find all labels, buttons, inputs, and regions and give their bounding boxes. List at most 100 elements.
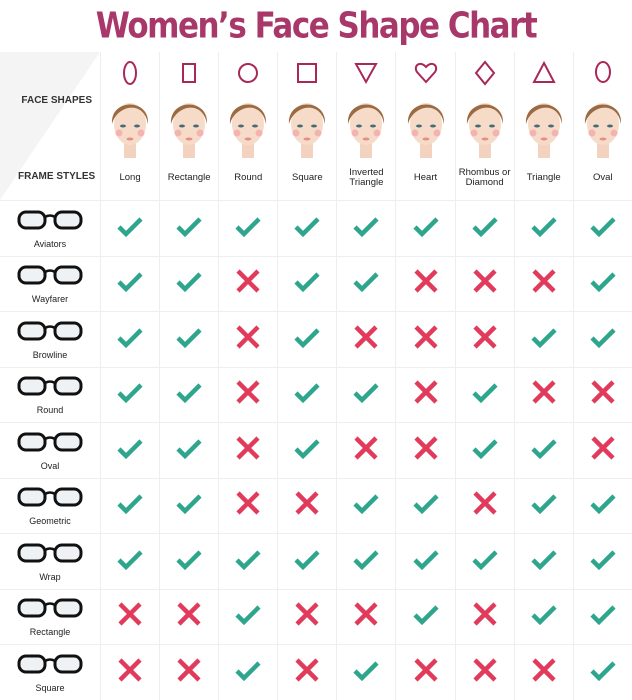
table-cell bbox=[100, 588, 160, 644]
table-cell bbox=[395, 255, 455, 311]
heart-icon bbox=[414, 56, 438, 90]
table-cell bbox=[513, 533, 573, 589]
cross-icon bbox=[412, 656, 440, 689]
face-shape-header-rhombus-or-diamond: Rhombus or Diamond bbox=[454, 52, 514, 200]
frame-style-oval: Oval bbox=[0, 422, 100, 478]
check-icon bbox=[530, 491, 558, 520]
frame-style-round: Round bbox=[0, 366, 100, 423]
check-icon bbox=[116, 380, 144, 409]
table-cell bbox=[159, 477, 219, 533]
oval-icon bbox=[591, 56, 615, 90]
table-cell bbox=[572, 477, 632, 533]
table-cell bbox=[454, 366, 514, 422]
check-icon bbox=[412, 214, 440, 243]
check-icon bbox=[471, 214, 499, 243]
check-icon bbox=[530, 436, 558, 465]
cross-icon bbox=[471, 600, 499, 633]
check-icon bbox=[293, 436, 321, 465]
table-cell bbox=[159, 255, 219, 311]
table-cell bbox=[336, 255, 396, 311]
cross-icon bbox=[293, 656, 321, 689]
table-cell bbox=[454, 533, 514, 589]
check-icon bbox=[234, 602, 262, 631]
table-cell bbox=[218, 255, 278, 311]
face-illustration bbox=[161, 90, 217, 162]
cross-icon bbox=[175, 656, 203, 689]
cross-icon bbox=[352, 434, 380, 467]
cross-icon bbox=[116, 656, 144, 689]
cross-icon bbox=[589, 434, 617, 467]
table-cell bbox=[572, 366, 632, 422]
cross-icon bbox=[471, 323, 499, 356]
cross-icon bbox=[234, 267, 262, 300]
check-icon bbox=[530, 547, 558, 576]
table-cell bbox=[218, 200, 278, 256]
check-icon bbox=[175, 325, 203, 354]
glasses-icon bbox=[15, 319, 85, 348]
table-cell bbox=[395, 533, 455, 589]
cross-icon bbox=[589, 378, 617, 411]
table-cell bbox=[159, 200, 219, 256]
table-cell bbox=[159, 533, 219, 589]
table-cell bbox=[100, 255, 160, 311]
frame-style-label: Square bbox=[35, 682, 65, 693]
check-icon bbox=[412, 491, 440, 520]
table-cell bbox=[454, 644, 514, 700]
inverted-triangle-icon bbox=[354, 56, 379, 90]
table-cell bbox=[100, 311, 160, 367]
check-icon bbox=[234, 214, 262, 243]
table-cell bbox=[277, 422, 337, 478]
check-icon bbox=[530, 325, 558, 354]
table-cell bbox=[100, 533, 160, 589]
table-cell bbox=[513, 422, 573, 478]
table-cell bbox=[336, 477, 396, 533]
cross-icon bbox=[293, 600, 321, 633]
face-shape-label: Long bbox=[119, 172, 141, 183]
check-icon bbox=[352, 491, 380, 520]
table-cell bbox=[454, 311, 514, 367]
table-cell bbox=[100, 477, 160, 533]
table-cell bbox=[159, 422, 219, 478]
face-shape-header-inverted-triangle: Inverted Triangle bbox=[336, 52, 396, 200]
glasses-icon bbox=[15, 485, 85, 514]
frame-style-label: Browline bbox=[32, 349, 68, 360]
table-cell bbox=[100, 366, 160, 422]
frame-style-wayfarer: Wayfarer bbox=[0, 255, 100, 312]
table-cell bbox=[277, 644, 337, 700]
table-cell bbox=[395, 588, 455, 644]
check-icon bbox=[175, 269, 203, 298]
cross-icon bbox=[530, 378, 558, 411]
table-cell bbox=[454, 422, 514, 478]
table-cell bbox=[513, 366, 573, 422]
table-cell bbox=[336, 311, 396, 367]
face-shape-header-triangle: Triangle bbox=[513, 52, 573, 200]
table-cell bbox=[277, 311, 337, 367]
face-shape-header-long: Long bbox=[100, 52, 160, 200]
page-title: Women’s Face Shape Chart bbox=[95, 5, 538, 47]
check-icon bbox=[175, 491, 203, 520]
face-illustration bbox=[220, 90, 276, 162]
check-icon bbox=[352, 547, 380, 576]
frame-style-aviators: Aviators bbox=[0, 200, 100, 256]
frame-style-label: Aviators bbox=[33, 238, 67, 249]
table-cell bbox=[395, 422, 455, 478]
check-icon bbox=[530, 602, 558, 631]
face-illustration bbox=[102, 90, 158, 162]
diamond-icon bbox=[473, 56, 497, 90]
check-icon bbox=[293, 269, 321, 298]
check-icon bbox=[471, 547, 499, 576]
check-icon bbox=[352, 214, 380, 243]
face-shape-header-rectangle: Rectangle bbox=[159, 52, 219, 200]
table-cell bbox=[572, 533, 632, 589]
table-cell bbox=[572, 200, 632, 256]
face-illustration bbox=[457, 90, 513, 162]
face-illustration bbox=[338, 90, 394, 162]
glasses-icon bbox=[15, 208, 85, 237]
frame-style-label: Oval bbox=[40, 460, 60, 471]
glasses-icon bbox=[15, 541, 85, 570]
table-cell bbox=[513, 255, 573, 311]
check-icon bbox=[589, 547, 617, 576]
frame-style-label: Wayfarer bbox=[31, 294, 69, 305]
face-shape-header-heart: Heart bbox=[395, 52, 455, 200]
cross-icon bbox=[530, 656, 558, 689]
